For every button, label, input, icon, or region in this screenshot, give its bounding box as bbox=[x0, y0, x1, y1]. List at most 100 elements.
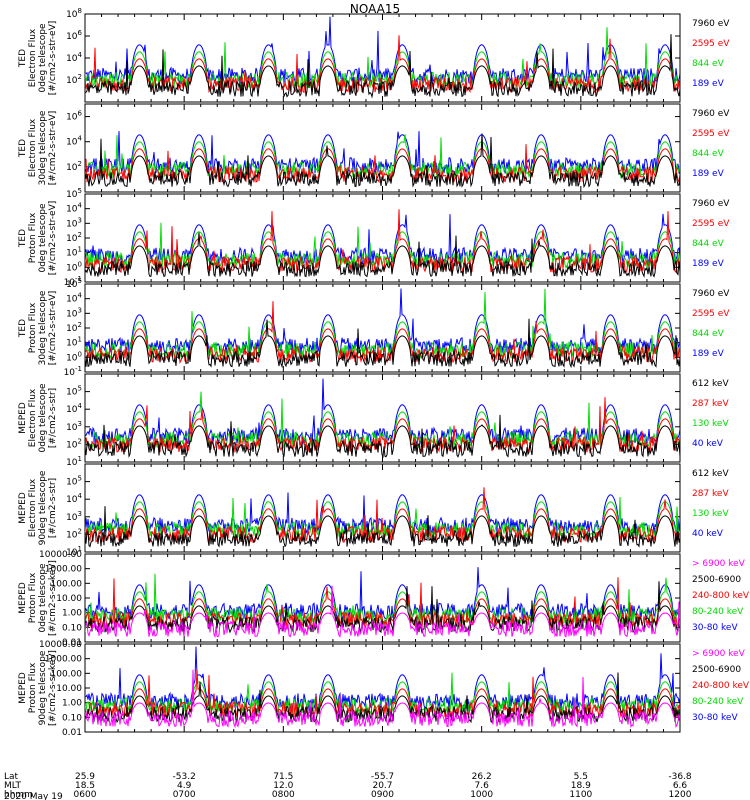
series-line bbox=[85, 35, 680, 94]
legend-entry: > 6900 keV bbox=[692, 559, 746, 569]
y-tick-label: 102 bbox=[66, 321, 82, 334]
y-axis-label-line: MEPED bbox=[18, 582, 28, 614]
y-axis-label-line: Proton Flux bbox=[28, 302, 38, 353]
y-axis-label-line: [#/cm2-s-str] bbox=[48, 478, 58, 538]
legend-entry: 2595 eV bbox=[692, 309, 730, 319]
legend-entry: 30-80 keV bbox=[692, 623, 738, 633]
series-line bbox=[85, 487, 680, 544]
y-tick-label: 10-1 bbox=[64, 365, 82, 378]
y-tick-label: 106 bbox=[66, 110, 82, 123]
y-axis-label-line: [#/cm2-s-str] bbox=[48, 388, 58, 448]
x-lat-label: -36.8 bbox=[668, 772, 692, 782]
legend-entry: 2500-6900 bbox=[692, 575, 741, 585]
y-tick-label: 104 bbox=[66, 135, 82, 148]
x-lat-label: 71.5 bbox=[273, 772, 293, 782]
y-tick-label: 101 bbox=[66, 455, 82, 468]
legend-entry: 130 keV bbox=[692, 419, 729, 429]
x-row-label: Lat bbox=[4, 772, 19, 782]
y-tick-label: 10000.00 bbox=[39, 550, 82, 560]
y-axis-label-line: [#/cm2-s-str-eV] bbox=[48, 111, 58, 186]
y-axis-label-line: 90deg telescope bbox=[38, 470, 48, 545]
legend-entry: > 6900 keV bbox=[692, 649, 746, 659]
y-tick-label: 104 bbox=[66, 51, 82, 64]
y-tick-label: 1000.00 bbox=[45, 565, 82, 575]
legend-entry: 7960 eV bbox=[692, 199, 730, 209]
y-tick-label: 105 bbox=[66, 187, 82, 200]
legend-entry: 2595 eV bbox=[692, 129, 730, 139]
y-axis-label-line: Electron Flux bbox=[28, 478, 38, 537]
footer-date: 2020 May 19 bbox=[4, 792, 63, 800]
y-axis-label: TED Proton Flux 30deg telescope [#/cm2-s-st… bbox=[18, 290, 58, 365]
x-lat-label: 25.9 bbox=[75, 772, 95, 782]
legend-entry: 7960 eV bbox=[692, 109, 730, 119]
y-axis-label: TED Proton Flux 0deg telescope [#/cm2-s-str… bbox=[18, 201, 58, 276]
legend-entry: 130 keV bbox=[692, 509, 729, 519]
legend-entry: 844 eV bbox=[692, 239, 725, 249]
y-tick-label: 100 bbox=[66, 350, 82, 363]
legend-entry: 7960 eV bbox=[692, 289, 730, 299]
y-tick-label: 105 bbox=[66, 475, 82, 488]
series-line bbox=[85, 133, 680, 189]
legend-entry: 30-80 keV bbox=[692, 713, 738, 723]
legend-entry: 2595 eV bbox=[692, 39, 730, 49]
legend-entry: 240-800 keV bbox=[692, 591, 750, 601]
legend-entry: 612 keV bbox=[692, 469, 729, 479]
chart-title: NOAA15 bbox=[349, 2, 401, 16]
legend-entry: 2595 eV bbox=[692, 219, 730, 229]
x-row-label: hhmm bbox=[4, 790, 33, 800]
y-axis-label-line: TED bbox=[18, 319, 28, 338]
y-tick-label: 106 bbox=[66, 29, 82, 42]
series-line bbox=[85, 506, 680, 548]
y-tick-label: 0.10 bbox=[62, 713, 82, 723]
series-line bbox=[85, 672, 680, 724]
legend-entry: 844 eV bbox=[692, 59, 725, 69]
x-mlt-label: 4.9 bbox=[177, 781, 192, 791]
x-row-label: MLT bbox=[4, 781, 22, 791]
y-tick-label: 0.01 bbox=[62, 638, 82, 648]
y-tick-label: 0.10 bbox=[62, 623, 82, 633]
y-tick-label: 104 bbox=[66, 292, 82, 305]
legend-entry: 844 eV bbox=[692, 149, 725, 159]
legend-entry: 612 keV bbox=[692, 379, 729, 389]
y-axis-label-line: 0deg telescope bbox=[38, 203, 48, 273]
y-axis-label-line: Proton Flux bbox=[28, 212, 38, 263]
y-tick-label: 103 bbox=[66, 216, 82, 229]
y-axis-label: MEPED Electron Flux 0deg telescope [#/cm2-s… bbox=[18, 383, 58, 453]
y-axis-label: TED Electron Flux 30deg telescope [#/cm2-s-… bbox=[18, 110, 58, 185]
series-line bbox=[85, 669, 680, 729]
series-line bbox=[85, 301, 680, 365]
x-hhmm-label: 0900 bbox=[371, 790, 394, 800]
y-tick-label: 105 bbox=[66, 277, 82, 290]
series-line bbox=[85, 397, 680, 455]
series-line bbox=[85, 232, 680, 278]
y-tick-label: 105 bbox=[66, 385, 82, 398]
y-axis-label-line: TED bbox=[18, 49, 28, 68]
series-line bbox=[85, 585, 680, 639]
y-axis-label-line: Electron Flux bbox=[28, 118, 38, 177]
x-hhmm-label: 0800 bbox=[272, 790, 295, 800]
y-axis-label-line: 0deg telescope bbox=[38, 23, 48, 93]
y-axis-label-line: 0deg telescope bbox=[38, 383, 48, 453]
y-tick-label: 103 bbox=[66, 510, 82, 523]
y-tick-label: 100 bbox=[66, 260, 82, 273]
y-axis-label-line: [#/cm2-s-str-eV] bbox=[48, 201, 58, 276]
y-tick-label: 101 bbox=[66, 545, 82, 558]
y-tick-label: 10.00 bbox=[56, 684, 82, 694]
y-axis-label: TED Electron Flux 0deg telescope [#/cm2-s-s… bbox=[18, 21, 58, 96]
y-tick-label: 104 bbox=[66, 402, 82, 415]
y-tick-label: 100.00 bbox=[51, 579, 83, 589]
y-tick-label: 108 bbox=[66, 7, 82, 20]
x-lat-label: -55.7 bbox=[371, 772, 394, 782]
series-line bbox=[85, 34, 680, 99]
y-tick-label: 102 bbox=[66, 437, 82, 450]
y-axis-label-line: Proton Flux bbox=[28, 662, 38, 713]
y-tick-label: 102 bbox=[66, 231, 82, 244]
y-tick-label: 104 bbox=[66, 202, 82, 215]
y-axis-label-line: TED bbox=[18, 229, 28, 248]
y-tick-label: 100.00 bbox=[51, 669, 83, 679]
y-tick-label: 1.00 bbox=[62, 699, 82, 709]
legend-entry: 844 eV bbox=[692, 329, 725, 339]
y-axis-label-line: MEPED bbox=[18, 672, 28, 704]
x-hhmm-label: 1200 bbox=[669, 790, 692, 800]
